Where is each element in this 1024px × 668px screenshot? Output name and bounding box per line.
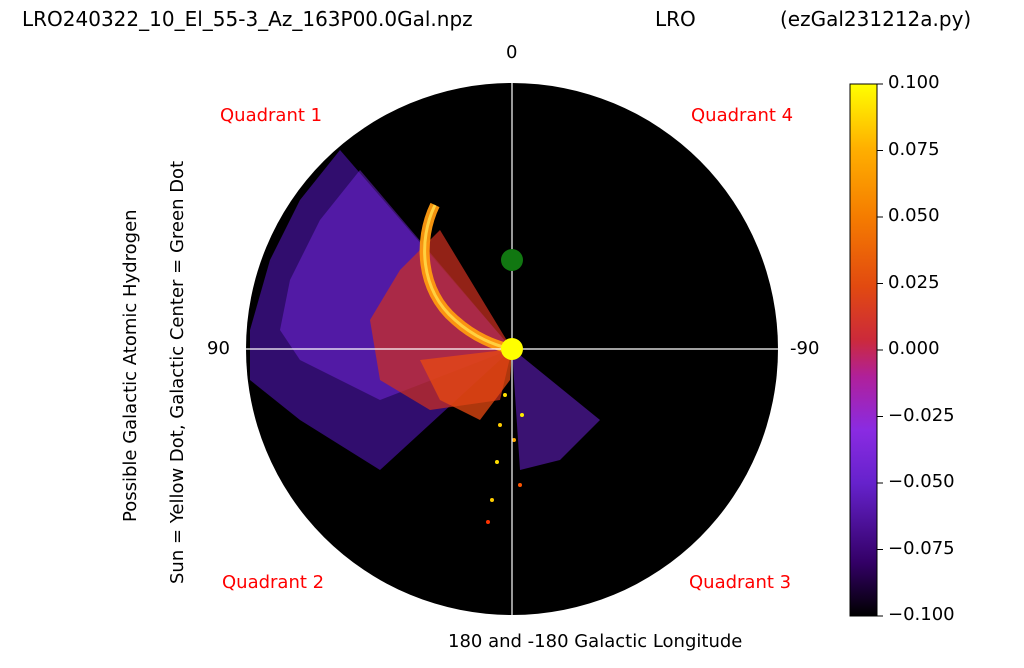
angle-label-left: 90	[207, 338, 230, 359]
sun-dot	[501, 338, 523, 360]
program-title: (ezGal231212a.py)	[780, 7, 972, 31]
cbar-tick-7: −0.075	[888, 538, 955, 559]
cbar-tick-6: −0.050	[888, 471, 955, 492]
cbar-tick-8: −0.100	[888, 604, 955, 625]
station-title: LRO	[655, 7, 696, 31]
angle-label-top: 0	[506, 42, 518, 63]
hydrogen-emission-layer	[250, 150, 600, 524]
angle-label-right: -90	[790, 338, 820, 359]
cbar-tick-2: 0.050	[888, 205, 940, 226]
cbar-tick-0: 0.100	[888, 72, 940, 93]
emission-orange-region	[420, 349, 512, 420]
colorbar	[849, 83, 878, 617]
quadrant-3-label: Quadrant 3	[689, 572, 792, 593]
cbar-tick-1: 0.075	[888, 139, 940, 160]
cbar-tick-3: 0.025	[888, 272, 940, 293]
xlabel: 180 and -180 Galactic Longitude	[448, 631, 743, 652]
galactic-center-dot	[501, 249, 523, 271]
cbar-tick-4: 0.000	[888, 338, 940, 359]
emission-arm-core	[423, 204, 511, 351]
colorbar-ticks	[877, 83, 883, 617]
file-title: LRO240322_10_El_55-3_Az_163P00.0Gal.npz	[22, 7, 473, 31]
emission-fan-q3	[512, 349, 600, 470]
quadrant-2-label: Quadrant 2	[222, 572, 325, 593]
quadrant-1-label: Quadrant 1	[220, 105, 323, 126]
quadrant-4-label: Quadrant 4	[691, 105, 794, 126]
cbar-tick-5: −0.025	[888, 405, 955, 426]
